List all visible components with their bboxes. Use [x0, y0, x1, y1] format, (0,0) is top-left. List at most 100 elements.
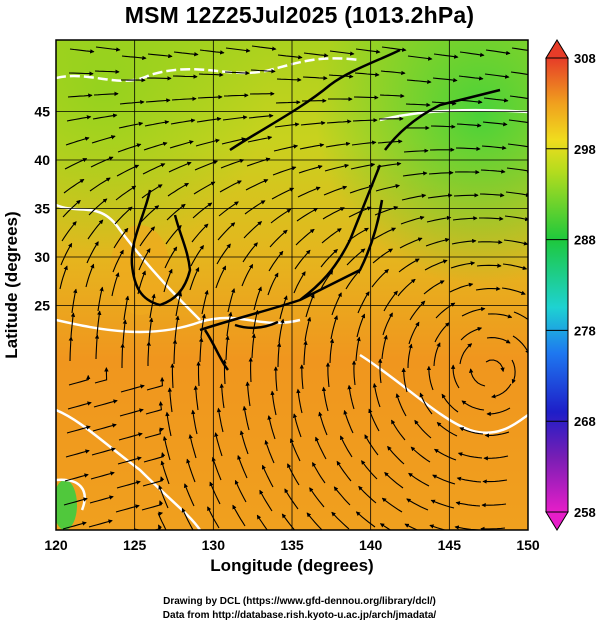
streamline — [485, 359, 505, 373]
streamline — [120, 384, 145, 393]
streamline — [60, 242, 73, 266]
streamline — [279, 295, 288, 320]
streamline — [121, 55, 147, 61]
streamline — [250, 69, 276, 74]
streamline — [325, 362, 331, 388]
streamline — [319, 270, 334, 292]
streamline — [384, 471, 404, 489]
streamline — [199, 49, 225, 55]
streamline — [190, 245, 204, 267]
streamline — [381, 497, 403, 513]
streamline — [429, 524, 448, 530]
streamline — [430, 124, 456, 129]
streamline — [377, 358, 383, 384]
streamline — [277, 54, 303, 60]
streamline — [426, 365, 434, 391]
streamline — [345, 269, 361, 290]
streamline — [340, 435, 353, 458]
streamline — [163, 268, 173, 293]
streamline — [505, 191, 528, 198]
streamline — [95, 46, 121, 52]
streamline — [410, 446, 431, 463]
streamline — [427, 193, 453, 199]
streamline — [247, 135, 273, 143]
streamline — [169, 140, 194, 149]
streamline — [92, 423, 117, 432]
y-tick-label: 45 — [34, 104, 50, 120]
streamline — [63, 178, 85, 194]
streamline — [426, 215, 452, 223]
streamline — [403, 148, 429, 153]
streamline — [380, 70, 406, 76]
streamline — [309, 487, 325, 508]
streamline — [251, 333, 256, 359]
colorbar-tick-label: 298 — [574, 142, 596, 157]
streamline — [241, 263, 254, 287]
streamline — [273, 144, 299, 152]
streamline — [273, 366, 278, 392]
streamline — [287, 463, 300, 486]
colorbar-top-arrow — [545, 39, 569, 59]
streamline — [144, 427, 165, 439]
streamline — [479, 192, 505, 198]
streamline — [224, 70, 250, 76]
streamline — [509, 95, 528, 100]
streamline — [480, 526, 506, 530]
streamline — [232, 504, 246, 527]
streamline — [85, 263, 95, 288]
streamline — [94, 69, 120, 75]
streamline — [118, 432, 143, 441]
x-axis-label: Longitude (degrees) — [210, 556, 374, 575]
shikoku-coast — [234, 320, 279, 330]
streamline — [120, 343, 125, 368]
plot-frame — [55, 39, 529, 531]
streamline — [433, 448, 457, 461]
streamline — [242, 242, 258, 263]
streamline — [167, 182, 190, 197]
streamline — [244, 200, 266, 215]
streamline — [93, 91, 119, 97]
streamline — [211, 456, 222, 481]
streamline — [200, 313, 206, 339]
streamline — [321, 386, 329, 412]
streamline — [172, 339, 178, 365]
colorbar-tick-label: 268 — [574, 414, 596, 429]
streamline — [167, 387, 173, 413]
streamline — [315, 436, 327, 460]
streamline — [481, 502, 507, 508]
streamline — [69, 48, 95, 54]
streamline — [401, 193, 427, 201]
streamline — [90, 471, 115, 480]
colorbar-bottom-arrow — [545, 511, 569, 531]
streamline — [237, 455, 248, 479]
streamline — [113, 227, 129, 249]
streamline — [256, 514, 268, 530]
streamline — [452, 216, 478, 221]
streamline — [349, 184, 374, 194]
streamline — [261, 464, 274, 488]
streamline — [122, 319, 128, 345]
streamline — [149, 293, 156, 319]
streamline — [461, 400, 485, 411]
streamline — [112, 249, 124, 273]
streamline — [353, 95, 379, 100]
streamline — [409, 300, 426, 321]
streamline — [219, 180, 242, 193]
streamline — [239, 430, 249, 455]
streamline — [343, 409, 354, 434]
streamline — [268, 250, 284, 272]
streamline — [175, 291, 183, 317]
streamline — [406, 498, 429, 511]
streamline — [292, 413, 302, 438]
streamline — [398, 258, 420, 273]
streamline — [225, 47, 251, 53]
streamline — [88, 519, 113, 528]
streamline — [405, 102, 431, 108]
streamline — [234, 479, 247, 503]
streamline — [513, 311, 528, 321]
streamline — [476, 263, 502, 268]
streamline — [219, 383, 225, 409]
streamline — [333, 486, 351, 506]
streamline — [303, 340, 308, 366]
streamline — [115, 185, 137, 201]
